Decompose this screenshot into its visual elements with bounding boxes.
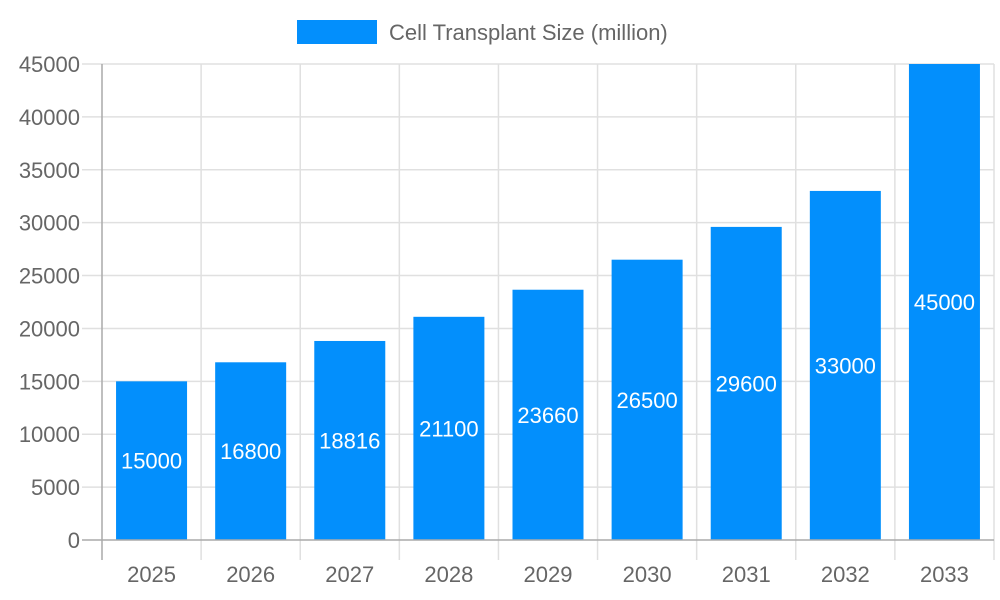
data-label: 23660 [517, 403, 578, 428]
data-label: 15000 [121, 449, 182, 474]
bars: 15000 16800 18816 21100 23660 26500 29600 33000… [116, 64, 980, 541]
axes: 0 5000 10000 15000 20000 25000 30000 35000 40000… [19, 52, 994, 587]
bar [314, 340, 386, 540]
x-tick-label: 2033 [920, 562, 969, 587]
x-tick-label: 2027 [325, 562, 374, 587]
y-tick-label: 30000 [19, 211, 80, 236]
legend-label: Cell Transplant Size (million) [389, 20, 668, 45]
bar [809, 190, 881, 540]
grid [82, 63, 995, 560]
y-tick-label: 45000 [19, 52, 80, 77]
data-label: 29600 [716, 371, 777, 396]
y-tick-label: 0 [68, 528, 80, 553]
data-label: 18816 [319, 428, 380, 453]
data-label: 33000 [815, 353, 876, 378]
bar [710, 226, 782, 541]
x-tick-label: 2028 [424, 562, 473, 587]
bar [908, 64, 980, 540]
bar [611, 259, 683, 540]
data-label: 26500 [617, 388, 678, 413]
y-tick-label: 5000 [31, 475, 80, 500]
data-label: 21100 [419, 416, 479, 441]
bar [512, 289, 584, 540]
x-tick-label: 2029 [524, 562, 573, 587]
y-tick-label: 35000 [19, 158, 80, 183]
y-tick-label: 20000 [19, 316, 80, 341]
legend[interactable]: Cell Transplant Size (million) [297, 20, 668, 45]
bar [413, 316, 485, 540]
x-tick-label: 2026 [226, 562, 275, 587]
legend-swatch [297, 20, 377, 44]
x-tick-label: 2030 [623, 562, 672, 587]
data-label: 16800 [220, 439, 281, 464]
y-tick-label: 25000 [19, 264, 80, 289]
bar [215, 362, 287, 540]
data-label: 45000 [914, 290, 975, 315]
x-tick-label: 2025 [127, 562, 176, 587]
y-tick-label: 10000 [19, 422, 80, 447]
y-tick-label: 40000 [19, 105, 80, 130]
y-tick-label: 15000 [19, 369, 80, 394]
bar [116, 381, 188, 540]
x-tick-label: 2031 [722, 562, 771, 587]
x-tick-label: 2032 [821, 562, 870, 587]
